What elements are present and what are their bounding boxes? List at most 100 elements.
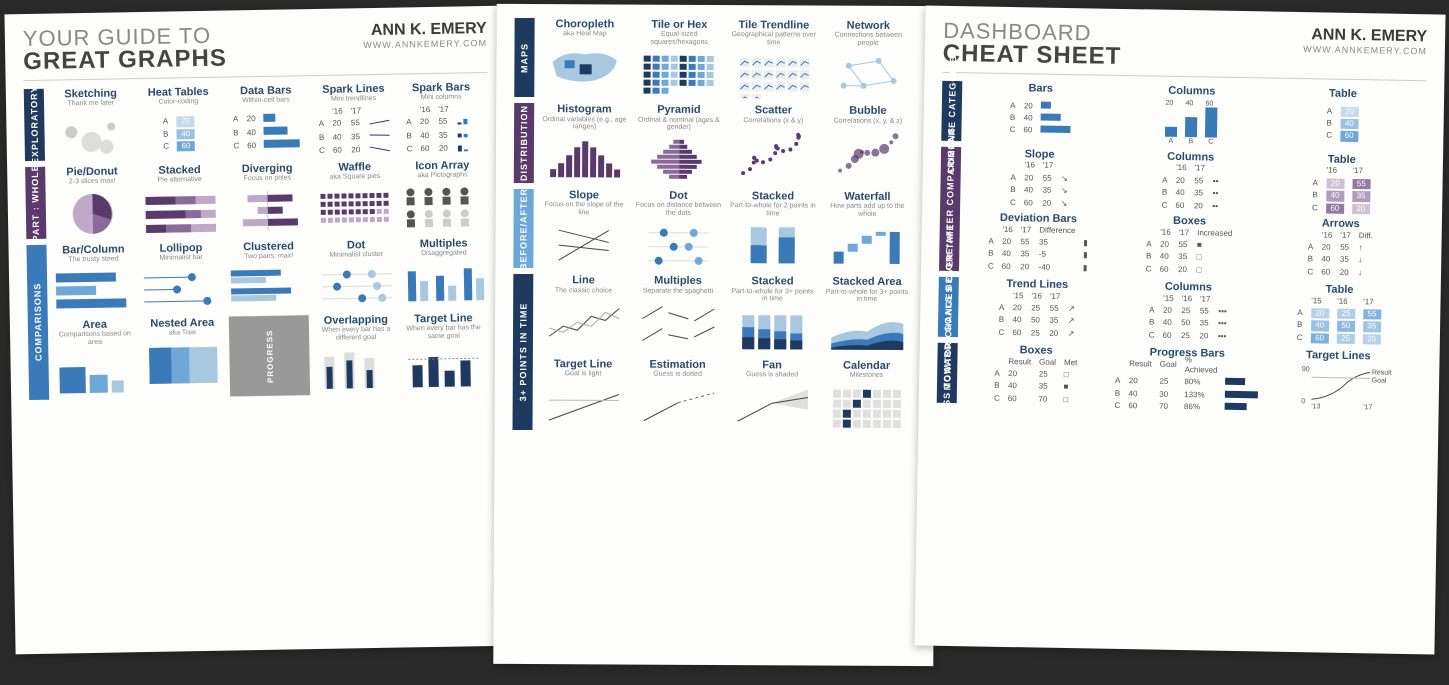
cell-subtitle: Minimalist cluster bbox=[315, 250, 397, 259]
cell-title: Target Line bbox=[539, 358, 628, 371]
cell-subtitle: How parts add up to the whole bbox=[823, 203, 912, 219]
cell-title: Network bbox=[824, 20, 913, 33]
cell-title: Slope bbox=[540, 189, 629, 202]
chart-cell-target_line: Target Line Goal is light bbox=[539, 358, 628, 430]
chart-cell-lollipop: Lollipop Minimalist bar bbox=[140, 241, 223, 314]
cell-subtitle: Milestones bbox=[822, 372, 911, 380]
cell-thumb bbox=[635, 50, 724, 98]
cell-thumb: '16'17IncreasedA2055■B4035□C6020□ bbox=[1116, 226, 1262, 277]
chart-cell-nested: Nested Area aka Tree bbox=[141, 317, 224, 398]
cell-subtitle: Ordinal variables (e.g., age ranges) bbox=[540, 116, 629, 132]
cell-title: Estimation bbox=[633, 358, 722, 371]
chart-cell-d_progbar: Progress Bars ResultGoal% AchievedA20258… bbox=[1114, 346, 1260, 409]
chart-cell-d_cols3: Columns '15'16'17A202555▪▪▪B405035▪▪▪C60… bbox=[1115, 280, 1261, 343]
cell-subtitle: Focus on poles bbox=[226, 174, 308, 183]
chart-cell-d_slope: Slope '16'17A2055↘B4035↘C6020↘ bbox=[966, 147, 1112, 210]
cell-title: Scatter bbox=[729, 105, 818, 118]
section-distribution: DISTRIBUTION Histogram Ordinal variables… bbox=[514, 103, 918, 185]
author-block: ANN K. EMERY WWW.ANNKEMERY.COM bbox=[363, 20, 487, 50]
cell-thumb bbox=[729, 51, 818, 99]
chart-cell-tile: Tile or Hex Equal-sized squares/hexagons bbox=[635, 19, 724, 99]
cell-thumb: '16'17Diff.A2055↑B4035↓C6020↓ bbox=[1267, 229, 1413, 280]
chart-cell-diverging: Diverging Focus on poles bbox=[226, 162, 309, 235]
svg-text:A: A bbox=[1169, 138, 1174, 145]
chart-cell-overlap: Overlapping When every bar has a differe… bbox=[315, 314, 398, 395]
chart-cell-d_table3: Table '15'16'17A202555B405035C602520 bbox=[1266, 283, 1412, 346]
cell-subtitle: Focus on the slope of the line bbox=[540, 201, 629, 217]
cell-thumb bbox=[53, 267, 135, 316]
section-maps: MAPS Choropleth aka Heat Map Tile or Hex… bbox=[514, 18, 918, 100]
cell-thumb: ResultGoalMetA2025□B4035■C6070□ bbox=[963, 356, 1109, 407]
cell-thumb bbox=[54, 350, 136, 399]
section-tab: MAPS bbox=[514, 18, 534, 98]
section-before-after-comparisons: BEFORE/AFTER COMPARISONS Slope '16'17A20… bbox=[939, 147, 1425, 280]
cell-subtitle: When every bar has a different goal bbox=[315, 326, 397, 343]
cell-title: Calendar bbox=[822, 359, 911, 372]
svg-text:Goal: Goal bbox=[1372, 378, 1387, 385]
cell-subtitle: Focus on distance between the dots bbox=[634, 202, 723, 218]
chart-cell-icons: Icon Array aka Pictographs bbox=[401, 159, 484, 232]
svg-text:Result: Result bbox=[1372, 370, 1392, 377]
author-name: ANN K. EMERY bbox=[363, 20, 487, 40]
section-monitor-changes-over-time: MONITOR CHANGES OVER TIME Trend Lines '1… bbox=[938, 277, 1423, 346]
cell-thumb: '16'17A2055B4035C6020 bbox=[313, 106, 395, 155]
title-bold-3: CHEAT SHEET bbox=[943, 40, 1122, 70]
chart-cell-stacked2: Stacked Part-to-whole for 2 points in ti… bbox=[728, 190, 817, 270]
section-tab: PROGRESS TOWARDS GOALS bbox=[937, 343, 958, 403]
cell-title: Spark Lines bbox=[312, 83, 394, 97]
cell-thumb: A20B40C60 bbox=[967, 93, 1113, 144]
chart-cell-slope: Slope Focus on the slope of the line bbox=[539, 189, 628, 269]
svg-text:0: 0 bbox=[1302, 399, 1306, 406]
cell-title: Bar/Column bbox=[52, 243, 134, 257]
cell-thumb bbox=[822, 307, 911, 355]
cell-title: Heat Tables bbox=[137, 86, 219, 100]
chart-cell-stacked_h: Stacked Pie alternative bbox=[139, 163, 222, 236]
cell-subtitle: Goal is light bbox=[539, 370, 628, 378]
section-before-after: BEFORE/AFTER Slope Focus on the slope of… bbox=[513, 189, 917, 271]
cell-thumb: '16'17A2055↘B4035↘C6020↘ bbox=[966, 159, 1112, 210]
cell-subtitle: The trusty steed bbox=[53, 255, 135, 264]
sheet1-title: YOUR GUIDE TO GREAT GRAPHS bbox=[23, 25, 227, 75]
chart-cell-d_targetline: Target Lines 900ResultGoal'13'17 bbox=[1265, 349, 1411, 412]
svg-text:C: C bbox=[1208, 139, 1213, 146]
section-progress-towards-goals: PROGRESS TOWARDS GOALS Boxes ResultGoalM… bbox=[937, 343, 1422, 412]
cell-thumb bbox=[824, 51, 913, 99]
chart-cell-line: Line The classic choice bbox=[539, 274, 628, 354]
cell-thumb bbox=[402, 183, 484, 232]
cell-subtitle: Comparisons based on area bbox=[54, 331, 136, 348]
cell-thumb bbox=[140, 265, 222, 314]
cell-subtitle: aka Heat Map bbox=[541, 30, 630, 38]
chart-cell-waffle: Waffle aka Square pies bbox=[314, 160, 397, 233]
cell-subtitle: Part-to-whole for 2 points in time bbox=[729, 202, 818, 218]
chart-cell-target_bars: Target Line When every bar has the same … bbox=[403, 312, 486, 393]
section-tab: COMPARISONS bbox=[26, 244, 49, 400]
cell-title: Stacked Area bbox=[823, 276, 912, 289]
cell-thumb: '15'16'17A202555▪▪▪B405035▪▪▪C602520▪▪▪ bbox=[1115, 292, 1261, 343]
cell-subtitle: aka Square pies bbox=[314, 172, 396, 181]
cell-subtitle: 2-3 slices max! bbox=[51, 177, 133, 186]
cell-thumb bbox=[539, 382, 628, 430]
cell-thumb: A20B40C60 bbox=[1269, 99, 1415, 150]
chart-cell-bubble: Bubble Correlations (x, y, & z) bbox=[823, 105, 912, 185]
chart-cell-fan: Fan Guess is shaded bbox=[727, 359, 816, 431]
cell-thumb bbox=[227, 186, 309, 235]
cell-thumb bbox=[539, 220, 628, 268]
cell-thumb: ResultGoal% AchievedA202580%B4030133%C60… bbox=[1114, 358, 1260, 409]
cell-title: Nested Area bbox=[141, 317, 223, 331]
cell-subtitle: Correlations (x, y, & z) bbox=[824, 117, 913, 125]
section-compare-categories: COMPARE CATEGORIES Bars A20B40C60 Column… bbox=[941, 81, 1426, 150]
cell-subtitle: Disaggregated bbox=[403, 249, 485, 258]
cell-thumb: '16'17A2055B4035C6020 bbox=[400, 105, 482, 154]
cell-thumb bbox=[633, 299, 722, 347]
section-tab: BEFORE/AFTER bbox=[513, 189, 533, 269]
chart-cell-pyramid: Pyramid Ordinal & nominal (ages & gender… bbox=[634, 104, 723, 184]
cell-subtitle: Within-cell bars bbox=[225, 96, 307, 105]
chart-cell-spark_bars: Spark Bars Mini columns '16'17A2055B4035… bbox=[400, 81, 483, 154]
chart-cell-d_dev: Deviation Bars '16'17DifferenceA205535▮B… bbox=[965, 211, 1111, 274]
cell-thumb bbox=[633, 382, 722, 430]
cell-title: Waterfall bbox=[823, 191, 912, 204]
chart-cell-dotplot: Dot Minimalist cluster bbox=[315, 238, 398, 311]
cell-thumb: '15'16'17A202555B405035C602520 bbox=[1266, 295, 1412, 346]
chart-cell-scatter: Scatter Correlations (x & y) bbox=[729, 105, 818, 185]
cell-thumb bbox=[728, 307, 817, 355]
